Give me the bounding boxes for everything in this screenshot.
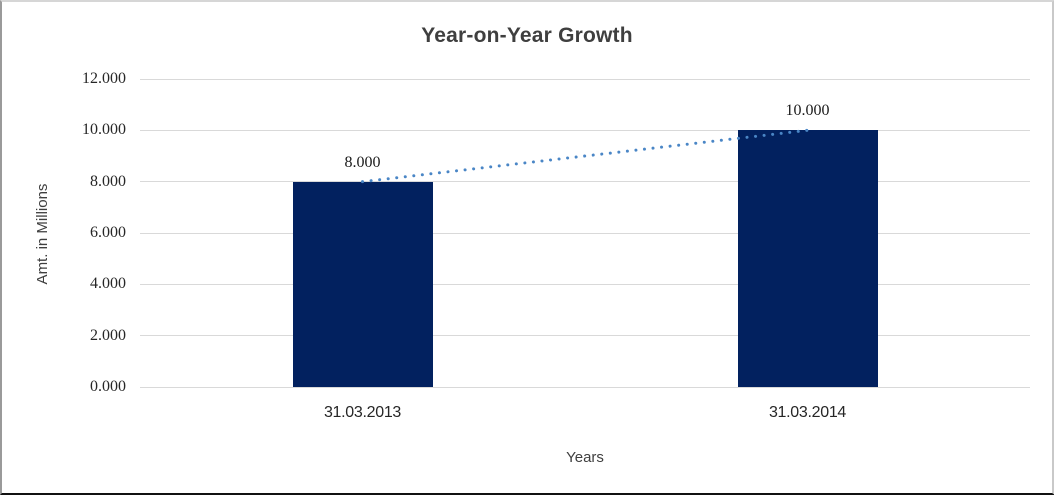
gridline	[140, 335, 1030, 337]
y-tick-label: 6.000	[90, 224, 126, 241]
x-category-label: 31.03.2014	[768, 404, 847, 421]
bar-value-label: 10.000	[785, 102, 830, 120]
y-tick-label: 10.000	[82, 121, 126, 139]
x-category-label: 31.03.2013	[323, 404, 402, 421]
y-tick-label: 4.000	[90, 275, 126, 293]
gridline	[140, 78, 1030, 80]
bar-value-label: 8.000	[344, 153, 381, 171]
trendline	[361, 128, 809, 184]
gridline	[140, 283, 1030, 285]
y-tick-label: 2.000	[90, 326, 126, 344]
y-tick-label: 0.000	[90, 378, 126, 395]
gridline	[140, 386, 1030, 388]
bar	[292, 181, 433, 387]
gridline	[140, 232, 1030, 234]
gridline	[140, 181, 1030, 183]
gridline	[140, 129, 1030, 131]
y-tick-label: 8.000	[90, 172, 126, 190]
y-tick-label: 12.000	[82, 70, 126, 87]
bar	[737, 130, 878, 387]
plot-area	[140, 78, 1030, 388]
chart-title: Year-on-Year Growth	[421, 24, 633, 47]
x-axis-title: Years	[566, 449, 604, 466]
